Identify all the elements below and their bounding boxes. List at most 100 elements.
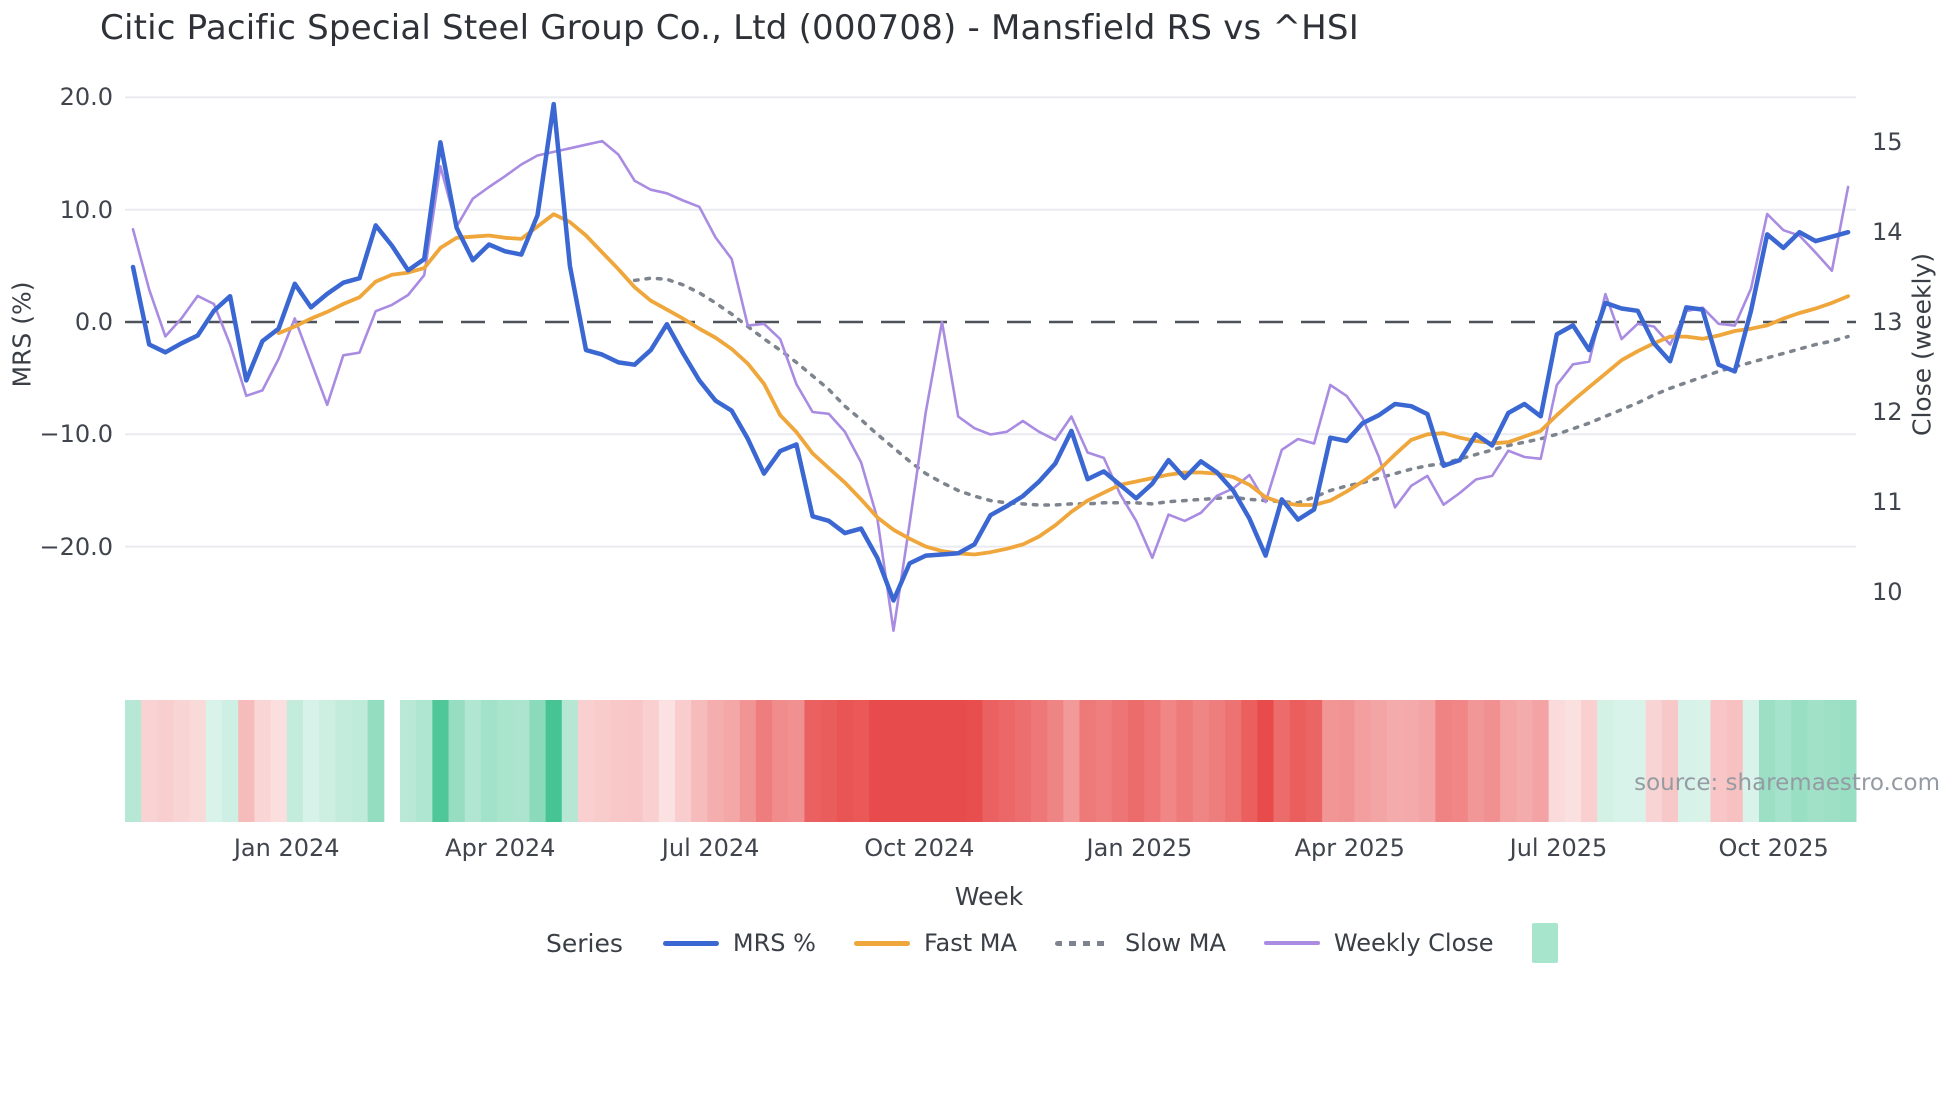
legend-swatch-solid [853, 940, 910, 946]
heat-cell [400, 700, 417, 822]
legend-swatch-thin [1263, 941, 1320, 945]
heat-cell [173, 700, 191, 822]
heat-cell [1532, 700, 1550, 822]
heat-cell [1063, 700, 1080, 822]
heat-cell [1257, 700, 1275, 822]
heat-cell [577, 700, 595, 822]
right-tick-label: 15 [1872, 128, 1903, 156]
heat-cell [1548, 700, 1566, 822]
heat-cell [1435, 700, 1453, 822]
series-line-slow-ma [632, 276, 1850, 507]
heat-cell [1710, 700, 1728, 822]
heat-cell [286, 700, 304, 822]
heat-cell [658, 700, 676, 822]
heat-cell [1629, 700, 1647, 822]
heat-cell [1839, 700, 1857, 822]
heat-cell [529, 700, 547, 822]
x-tick-label: Apr 2024 [445, 834, 556, 862]
heat-cell [1419, 700, 1436, 822]
series-line-mrs- [130, 101, 1851, 603]
heat-cell [1678, 700, 1695, 822]
left-tick-label: 0.0 [74, 308, 113, 336]
heat-cell [788, 700, 805, 822]
heat-cell [157, 700, 175, 822]
heat-cell [594, 700, 611, 822]
heat-cell [1176, 700, 1194, 822]
legend-item-label: Slow MA [1124, 929, 1226, 957]
heat-cell [302, 700, 320, 822]
heat-cell [480, 700, 498, 822]
x-tick-label: Jul 2025 [1509, 834, 1608, 862]
right-tick-label: 12 [1872, 398, 1903, 426]
heat-cell [1354, 700, 1372, 822]
x-tick-label: Jul 2024 [661, 834, 760, 862]
heat-cell [1322, 700, 1339, 822]
heat-cell [561, 700, 579, 822]
heat-cell [448, 700, 466, 822]
heat-cell [1694, 700, 1711, 822]
legend-item-label: Weekly Close [1333, 929, 1494, 957]
legend-item-label: MRS % [732, 929, 816, 957]
legend-series-word: Series [546, 928, 623, 958]
x-tick-label: Oct 2024 [864, 834, 975, 862]
x-tick-label: Oct 2025 [1718, 834, 1829, 862]
heat-cell [933, 700, 951, 822]
left-tick-label: 10.0 [59, 195, 113, 224]
heat-cell [189, 700, 207, 822]
heat-cell [1160, 700, 1178, 822]
heat-cell [1273, 700, 1291, 822]
heat-cell [432, 700, 450, 822]
left-tick-label: −20.0 [39, 532, 113, 561]
heat-cell [1661, 700, 1679, 822]
heat-cell [1014, 700, 1032, 822]
heat-cell [1192, 700, 1210, 822]
x-tick-label: Apr 2025 [1294, 834, 1405, 862]
heat-cell [1095, 700, 1113, 822]
heat-cell [1791, 700, 1808, 822]
heat-cell [772, 700, 789, 822]
heat-cell [917, 700, 935, 822]
right-tick-label: 13 [1872, 308, 1903, 336]
heat-cell [1823, 700, 1841, 822]
heat-cell [1742, 700, 1760, 822]
legend-swatch-solid [662, 940, 719, 946]
legend-item-fast-ma[interactable]: Fast MA [853, 929, 1017, 957]
heat-cell [901, 700, 919, 822]
heat-cell [205, 700, 223, 822]
heat-cell [982, 700, 1000, 822]
heat-cell [675, 700, 692, 822]
legend-heat-swatch[interactable] [1531, 923, 1558, 963]
legend-item-weekly-close[interactable]: Weekly Close [1263, 929, 1494, 957]
left-tick-label: 20.0 [59, 83, 113, 112]
heat-cell [1305, 700, 1323, 822]
heat-cell [950, 700, 967, 822]
legend-item-slow-ma[interactable]: Slow MA [1054, 929, 1226, 957]
heat-cell [739, 700, 757, 822]
heat-cell [1758, 700, 1776, 822]
heat-cell [755, 700, 773, 822]
legend: Series MRS % Fast MA Slow MA Weekly Close [546, 923, 1558, 963]
heat-cell [723, 700, 741, 822]
heat-cell [1208, 700, 1226, 822]
heat-cell [836, 700, 854, 822]
x-axis-title: Week [954, 882, 1024, 911]
heat-cell [545, 700, 563, 822]
heat-cell [1225, 700, 1242, 822]
heat-cell [1775, 700, 1792, 822]
heat-cell [1403, 700, 1420, 822]
heat-cell [1564, 700, 1582, 822]
heat-cell [1580, 700, 1598, 822]
heat-cell [141, 700, 158, 822]
heat-cell [1241, 700, 1258, 822]
heat-cell [1128, 700, 1145, 822]
series-lines [130, 101, 1851, 633]
heat-cell [319, 700, 336, 822]
heat-cell [222, 700, 239, 822]
heat-cell [254, 700, 272, 822]
legend-swatch-dotted [1054, 940, 1111, 946]
heat-cell [1451, 700, 1469, 822]
heat-cell [626, 700, 644, 822]
legend-item-mrs-[interactable]: MRS % [662, 929, 816, 957]
